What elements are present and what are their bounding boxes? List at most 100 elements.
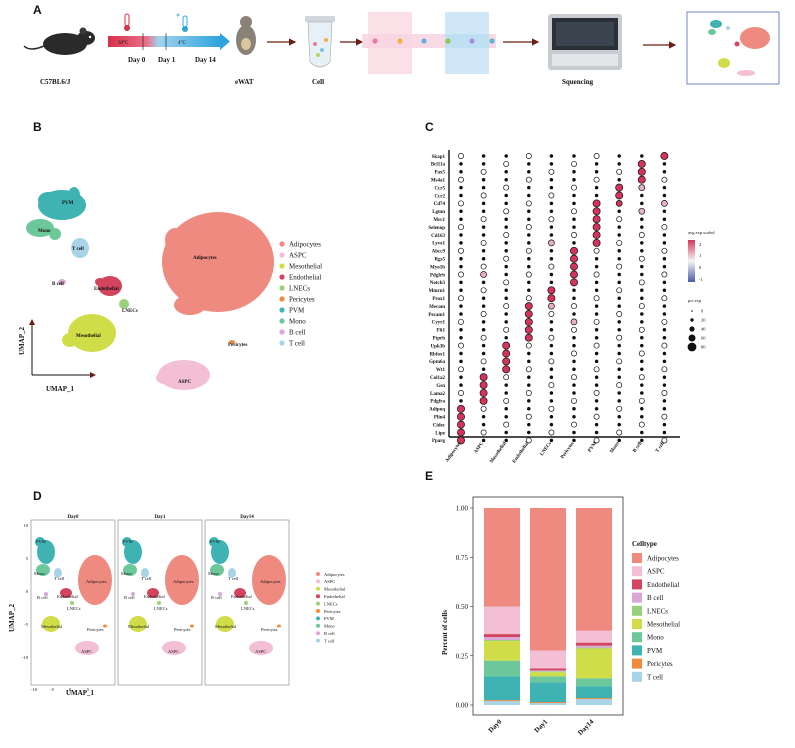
- dotplot-dot: [504, 296, 508, 300]
- facet-cluster-label: B cell: [124, 595, 135, 600]
- dotplot-dot: [617, 328, 621, 332]
- dotplot-dot: [640, 264, 644, 269]
- dotplot-dot: [548, 382, 555, 389]
- facet-legend-label: T cell: [324, 638, 335, 643]
- bar-segment-mono: [576, 678, 612, 687]
- dotplot-dot: [572, 154, 576, 158]
- dotplot-dot: [549, 414, 554, 419]
- umap-legend-label: LNECs: [289, 285, 310, 293]
- dotplot-dot: [571, 232, 577, 238]
- dotplot-gene-label: Rbfox1: [429, 352, 445, 357]
- dotplot-dot: [594, 407, 599, 411]
- dotplot-cluster-label: Mesothelial: [490, 441, 509, 465]
- umap-cluster-label: B cell: [52, 282, 64, 287]
- dotplot-dot: [572, 201, 576, 206]
- dotplot-dot: [503, 255, 510, 262]
- dotplot-gene-label: Col1a2: [430, 376, 446, 381]
- dotplot-dot: [458, 200, 464, 207]
- umap-legend-label: Pericytes: [289, 296, 315, 304]
- dotplot-dot: [459, 233, 463, 237]
- dotplot-dot: [548, 405, 555, 412]
- dotplot-dot: [594, 256, 599, 261]
- dotplot-cluster-label: Mono: [610, 441, 622, 455]
- dotplot-gene-label: Pdgfrb: [430, 273, 445, 278]
- facet-cluster-blob: [228, 568, 236, 578]
- dotplot-dot: [549, 422, 554, 427]
- facet-legend-label: Endothelial: [324, 594, 345, 599]
- facet-cluster-label: T cell: [228, 576, 239, 581]
- dotplot-dot: [504, 288, 508, 293]
- dotplot-dot: [549, 249, 554, 253]
- dotplot-dot: [617, 233, 621, 237]
- dotplot-dot: [503, 374, 510, 381]
- dotplot-dot: [504, 241, 508, 245]
- dotplot-dot: [459, 170, 463, 174]
- dotplot-dot: [527, 351, 531, 356]
- dotplot-dot: [459, 280, 463, 285]
- facet-cluster-blob: [42, 616, 60, 632]
- dotplot-dot: [459, 375, 463, 379]
- dotplot-dot: [479, 396, 488, 405]
- umap-legend-swatch: [279, 241, 285, 247]
- dotplot-dot: [481, 343, 486, 348]
- dotplot-dot: [637, 167, 646, 176]
- dotplot-dot: [594, 422, 599, 427]
- dotplot-dot: [640, 359, 644, 364]
- dotplot-dot: [593, 176, 600, 183]
- dotplot-gene-label: Ccr5: [434, 186, 445, 191]
- dotplot-dot: [594, 288, 599, 293]
- facet-cluster-label: Adipocytes: [260, 579, 281, 584]
- umap-legend-label: ASPC: [289, 252, 307, 260]
- cluster-mesothelial-blob: [62, 333, 78, 347]
- umap-cluster-label: T cell: [72, 247, 84, 252]
- bar-category-label: Day1: [533, 717, 550, 734]
- dotplot-dot: [640, 249, 644, 253]
- umap-cluster-label: Adipocytes: [193, 256, 217, 261]
- dotplot-dot: [617, 256, 621, 261]
- dotplot-dot: [524, 333, 533, 342]
- bar-segment-aspc: [530, 650, 566, 669]
- dotplot-dot: [662, 217, 667, 221]
- dotplot-dot: [502, 349, 511, 358]
- dotplot-dot: [616, 311, 623, 317]
- dotplot-dot: [527, 383, 531, 387]
- facet-cluster-blob: [218, 592, 222, 596]
- dotplot-dot: [479, 381, 488, 390]
- dotplot-dot: [593, 295, 600, 302]
- dotplot-cluster-label: B cell: [633, 441, 644, 454]
- mouse-icon: [23, 27, 95, 55]
- dotplot-gene-label: Pax5: [434, 171, 445, 176]
- facet-cluster-blob: [36, 564, 50, 576]
- umap-legend-swatch: [279, 307, 285, 313]
- dotplot-dot: [594, 375, 599, 379]
- dotplot-dot: [503, 232, 510, 238]
- dotplot-dot: [548, 429, 555, 436]
- bar-legend-swatch: [632, 605, 642, 616]
- dotplot-dot: [503, 421, 510, 428]
- dotplot-dot: [525, 390, 532, 396]
- dotplot-dot: [662, 170, 667, 174]
- dotplot-dot: [617, 162, 621, 166]
- umap-legend-swatch: [279, 252, 285, 258]
- dotplot-dot: [638, 350, 645, 357]
- facet-cluster-blob: [252, 555, 286, 605]
- dotplot-dot: [504, 383, 508, 387]
- dotplot-dot: [458, 342, 464, 349]
- dotplot-dot: [504, 272, 508, 277]
- dotplot-dot: [640, 154, 644, 158]
- dotplot-dot: [662, 209, 667, 214]
- bar-segment-b-cell: [576, 645, 612, 648]
- dotplot-dot: [616, 405, 623, 412]
- dotplot-dot: [594, 185, 599, 190]
- dotplot-dot: [616, 429, 623, 436]
- dotplot-dot: [571, 374, 577, 381]
- dotplot-dot: [662, 328, 667, 332]
- dotplot-dot: [504, 264, 508, 269]
- bar-segment-b-cell: [484, 637, 520, 640]
- cluster-adipocytes-blob: [165, 228, 185, 252]
- dotplot-dot: [571, 326, 577, 333]
- dotplot-dot: [640, 217, 644, 221]
- mouse-label: C57BL6/J: [40, 78, 71, 86]
- umap-legend-label: Mesothelial: [289, 263, 322, 271]
- dotplot-gene-label: Flt1: [436, 329, 445, 334]
